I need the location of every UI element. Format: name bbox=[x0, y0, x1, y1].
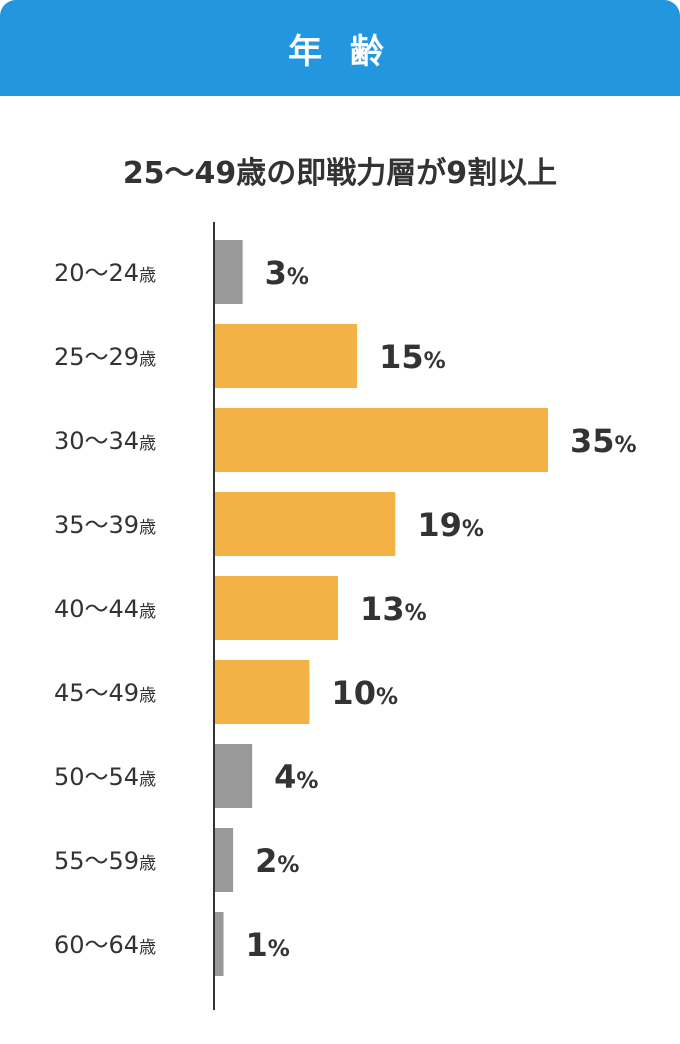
value-label-35〜39: 19% bbox=[417, 506, 484, 544]
category-label-60〜64: 60〜64歳 bbox=[54, 931, 156, 959]
value-label-55〜59: 2% bbox=[255, 842, 299, 880]
bar-20〜24 bbox=[214, 240, 243, 304]
value-label-25〜29: 15% bbox=[379, 338, 446, 376]
value-label-40〜44: 13% bbox=[360, 590, 427, 628]
category-label-40〜44: 40〜44歳 bbox=[54, 595, 156, 623]
category-label-45〜49: 45〜49歳 bbox=[54, 679, 156, 707]
category-label-20〜24: 20〜24歳 bbox=[54, 259, 156, 287]
header-title: 年 齢 bbox=[288, 31, 392, 72]
chart-subtitle: 25〜49歳の即戦力層が9割以上 bbox=[122, 156, 558, 191]
bar-30〜34 bbox=[214, 408, 548, 472]
header-bar: 年 齢 bbox=[0, 0, 680, 96]
value-label-20〜24: 3% bbox=[265, 254, 309, 292]
category-label-25〜29: 25〜29歳 bbox=[54, 343, 156, 371]
bar-60〜64 bbox=[214, 912, 224, 976]
bar-25〜29 bbox=[214, 324, 358, 388]
value-label-50〜54: 4% bbox=[274, 758, 318, 796]
value-label-60〜64: 1% bbox=[246, 926, 290, 964]
bar-35〜39 bbox=[214, 492, 396, 556]
category-label-50〜54: 50〜54歳 bbox=[54, 763, 156, 791]
bar-45〜49 bbox=[214, 660, 310, 724]
category-label-35〜39: 35〜39歳 bbox=[54, 511, 156, 539]
category-label-55〜59: 55〜59歳 bbox=[54, 847, 156, 875]
bar-55〜59 bbox=[214, 828, 234, 892]
bar-40〜44 bbox=[214, 576, 339, 640]
value-label-30〜34: 35% bbox=[570, 422, 637, 460]
bar-50〜54 bbox=[214, 744, 253, 808]
value-label-45〜49: 10% bbox=[331, 674, 398, 712]
category-label-30〜34: 30〜34歳 bbox=[54, 427, 156, 455]
